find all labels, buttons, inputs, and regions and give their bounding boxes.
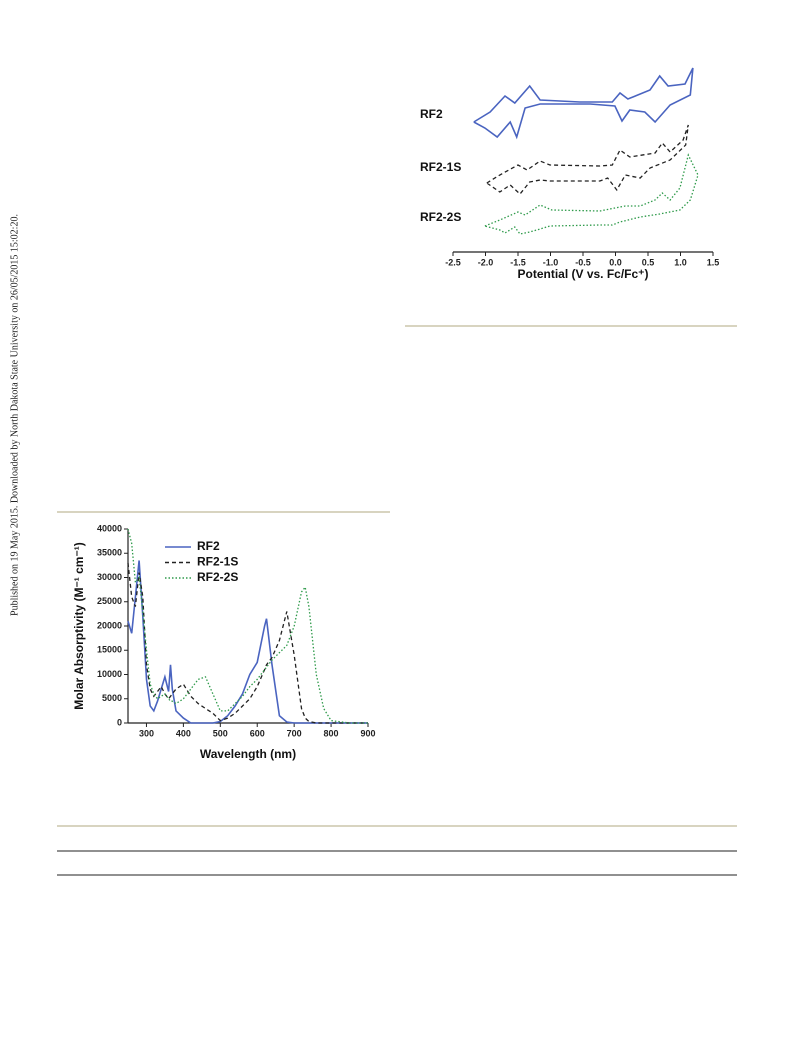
y-tick-label: 5000 xyxy=(102,693,122,703)
x-tick-label: 300 xyxy=(139,728,154,738)
legend-label: RF2-2S xyxy=(197,570,238,584)
y-axis-label: Molar Absorptivity (M⁻¹ cm⁻¹) xyxy=(72,542,86,710)
x-tick-label: -2.0 xyxy=(478,257,494,267)
y-tick-label: 10000 xyxy=(97,669,122,679)
sidebar-note: Published on 19 May 2015. Downloaded by … xyxy=(9,214,20,616)
x-tick-label: 400 xyxy=(176,728,191,738)
x-tick-label: -1.5 xyxy=(510,257,526,267)
x-tick-label: 600 xyxy=(250,728,265,738)
y-tick-label: 0 xyxy=(117,717,122,727)
series-line xyxy=(127,560,368,724)
x-tick-label: 0.0 xyxy=(609,257,622,267)
legend-label: RF2 xyxy=(197,539,220,553)
y-tick-label: 15000 xyxy=(97,645,122,655)
x-tick-label: 700 xyxy=(287,728,302,738)
x-tick-label: 900 xyxy=(360,728,375,738)
y-tick-label: 20000 xyxy=(97,620,122,630)
x-tick-label: 500 xyxy=(213,728,228,738)
series-label: RF2-1S xyxy=(420,160,461,174)
y-tick-label: 35000 xyxy=(97,548,122,558)
x-tick-label: 1.5 xyxy=(707,257,720,267)
x-tick-label: 0.5 xyxy=(642,257,655,267)
x-axis-label: Wavelength (nm) xyxy=(200,747,296,761)
legend-label: RF2-1S xyxy=(197,555,238,569)
x-tick-label: -1.0 xyxy=(543,257,559,267)
series-label: RF2 xyxy=(420,107,443,121)
y-tick-label: 40000 xyxy=(97,523,122,533)
x-tick-label: -2.5 xyxy=(445,257,461,267)
series-line xyxy=(486,124,689,195)
series-line xyxy=(127,528,368,724)
series-line xyxy=(127,562,368,724)
y-tick-label: 30000 xyxy=(97,572,122,582)
x-tick-label: 1.0 xyxy=(674,257,687,267)
x-tick-label: 800 xyxy=(324,728,339,738)
series-label: RF2-2S xyxy=(420,210,461,224)
series-line xyxy=(473,67,694,140)
x-axis-label: Potential (V vs. Fc/Fc⁺) xyxy=(517,267,648,281)
series-line xyxy=(484,153,699,235)
y-tick-label: 25000 xyxy=(97,596,122,606)
x-tick-label: -0.5 xyxy=(575,257,591,267)
